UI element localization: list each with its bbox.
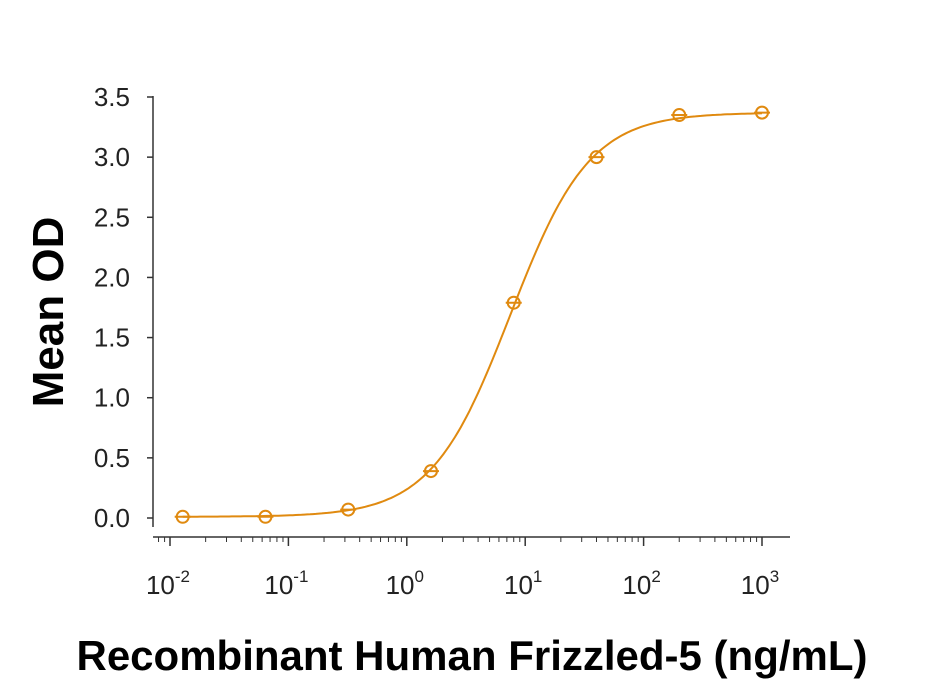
y-tick-label: 0.0 [94, 503, 130, 533]
x-tick-exponent: 2 [651, 567, 660, 586]
y-axis-ticks: 0.0 0.5 1.0 1.5 2.0 2.5 3.0 3.5 [94, 82, 153, 533]
y-tick-label: 2.5 [94, 202, 130, 232]
x-tick-label: 103 [741, 567, 779, 600]
data-point [257, 509, 274, 524]
y-tick-label: 1.0 [94, 383, 130, 413]
y-tick-label: 3.0 [94, 142, 130, 172]
fit-curve [182, 112, 763, 518]
x-tick-base: 10 [146, 570, 175, 600]
data-point [174, 509, 191, 524]
x-tick-base: 10 [264, 570, 293, 600]
x-tick-label: 102 [622, 567, 660, 600]
data-point [588, 150, 605, 165]
x-tick-exponent: 1 [533, 567, 542, 586]
x-tick-base: 10 [386, 570, 415, 600]
x-tick-exponent: -1 [293, 567, 308, 586]
x-tick-base: 10 [741, 570, 770, 600]
x-tick-exponent: 0 [415, 567, 424, 586]
y-tick-label: 0.5 [94, 443, 130, 473]
data-point [505, 295, 522, 310]
x-tick-base: 10 [504, 570, 533, 600]
x-tick-exponent: 3 [770, 567, 779, 586]
x-tick-exponent: -2 [175, 567, 190, 586]
x-tick-label: 10-2 [146, 567, 190, 600]
data-point [340, 502, 357, 517]
y-tick-label: 3.5 [94, 82, 130, 112]
x-tick-label: 10-1 [264, 567, 308, 600]
y-axis-title: Mean OD [24, 217, 73, 408]
axes [152, 96, 790, 538]
y-tick-label: 1.5 [94, 323, 130, 353]
x-tick-label: 101 [504, 567, 542, 600]
x-axis-ticks: 10-2 10-1 100 101 102 103 [146, 537, 779, 600]
x-tick-label: 100 [386, 567, 424, 600]
y-tick-label: 2.0 [94, 262, 130, 292]
data-point [754, 105, 770, 120]
data-point [422, 464, 439, 479]
x-axis-title: Recombinant Human Frizzled-5 (ng/mL) [76, 632, 867, 679]
x-tick-base: 10 [622, 570, 651, 600]
data-points [174, 105, 770, 524]
data-point [671, 108, 688, 123]
